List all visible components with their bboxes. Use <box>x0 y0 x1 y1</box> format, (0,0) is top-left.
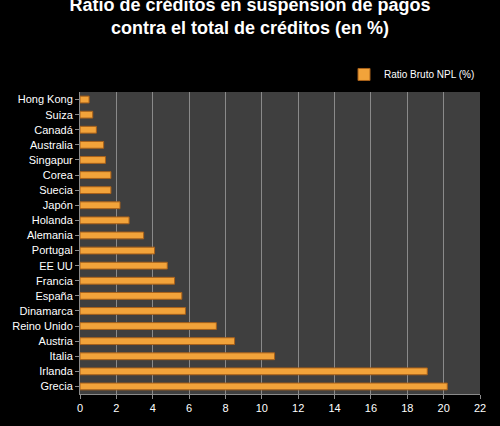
svg-text:22: 22 <box>474 402 486 414</box>
svg-text:EE UU: EE UU <box>39 260 73 272</box>
svg-text:Canadá: Canadá <box>34 124 73 136</box>
svg-text:Italia: Italia <box>50 350 74 362</box>
svg-text:Ratio Bruto NPL (%): Ratio Bruto NPL (%) <box>384 69 474 80</box>
svg-text:Austria: Austria <box>39 335 74 347</box>
svg-text:12: 12 <box>292 402 304 414</box>
svg-text:10: 10 <box>256 402 268 414</box>
svg-text:Suiza: Suiza <box>45 109 73 121</box>
svg-text:Australia: Australia <box>30 139 74 151</box>
svg-text:Hong Kong: Hong Kong <box>18 93 73 105</box>
svg-text:4: 4 <box>150 402 156 414</box>
svg-text:Irlanda: Irlanda <box>39 365 74 377</box>
svg-text:España: España <box>35 290 73 302</box>
svg-text:Portugal: Portugal <box>32 244 73 256</box>
svg-text:Francia: Francia <box>36 275 74 287</box>
svg-text:Ratio de créditos en suspensió: Ratio de créditos en suspensión de pagos… <box>69 0 430 38</box>
svg-text:Reino Unido: Reino Unido <box>12 320 73 332</box>
svg-text:16: 16 <box>365 402 377 414</box>
svg-text:Holanda: Holanda <box>32 214 74 226</box>
svg-text:Grecia: Grecia <box>40 380 73 392</box>
svg-text:14: 14 <box>328 402 340 414</box>
svg-text:8: 8 <box>222 402 228 414</box>
svg-text:Corea: Corea <box>43 169 74 181</box>
svg-text:Suecia: Suecia <box>39 184 74 196</box>
svg-text:6: 6 <box>186 402 192 414</box>
svg-text:2: 2 <box>113 402 119 414</box>
svg-text:Singapur: Singapur <box>29 154 73 166</box>
svg-text:Alemania: Alemania <box>27 229 74 241</box>
svg-text:Dinamarca: Dinamarca <box>20 305 74 317</box>
svg-text:Japón: Japón <box>43 199 73 211</box>
svg-text:20: 20 <box>438 402 450 414</box>
svg-text:18: 18 <box>401 402 413 414</box>
svg-text:0: 0 <box>77 402 83 414</box>
